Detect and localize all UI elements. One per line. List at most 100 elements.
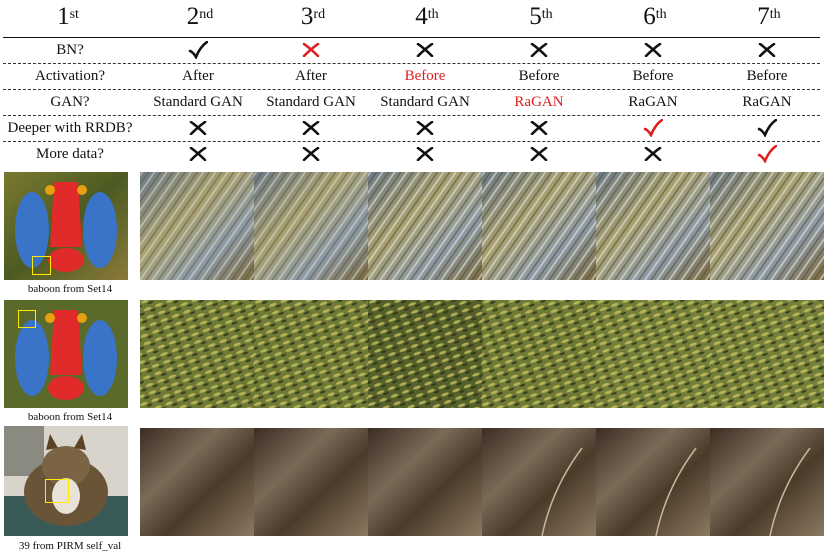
texture xyxy=(710,300,824,408)
cross-icon xyxy=(416,121,434,135)
data-mark-6 xyxy=(595,144,711,164)
texture xyxy=(482,428,596,536)
baboon-thumbnail xyxy=(4,172,128,280)
texture xyxy=(254,300,368,408)
texture xyxy=(368,172,482,280)
cat-thumbnail xyxy=(4,426,128,536)
data-mark-4 xyxy=(367,144,483,164)
row-divider xyxy=(3,89,820,90)
texture xyxy=(368,300,482,408)
column-header-4: 4th xyxy=(415,3,439,30)
bn-mark-3 xyxy=(253,40,369,60)
rrdb-mark-5 xyxy=(481,118,597,138)
zoom-region-box xyxy=(18,310,36,328)
activation-value-5: Before xyxy=(518,68,560,84)
activation-value-7: Before xyxy=(746,68,788,84)
crop-r1-c5 xyxy=(482,172,596,280)
gan-value-3: Standard GAN xyxy=(266,94,356,110)
bn-mark-5 xyxy=(481,40,597,60)
column-header-1: 1st xyxy=(57,3,79,30)
crop-r2-c3 xyxy=(254,300,368,408)
crop-r1-c4 xyxy=(368,172,482,280)
crop-r3-c5 xyxy=(482,428,596,536)
crop-r1-c6 xyxy=(596,172,710,280)
gan-value-7: RaGAN xyxy=(742,94,792,110)
crop-r3-c3 xyxy=(254,428,368,536)
cross-icon xyxy=(302,43,320,57)
crop-r1-c7 xyxy=(710,172,824,280)
texture xyxy=(140,428,254,536)
cross-icon xyxy=(416,147,434,161)
baboon-illustration xyxy=(4,172,128,280)
texture xyxy=(596,300,710,408)
data-mark-7 xyxy=(709,144,825,164)
cross-icon xyxy=(644,147,662,161)
cross-icon xyxy=(530,43,548,57)
row-divider xyxy=(3,141,820,142)
row-divider xyxy=(3,63,820,64)
column-header-6: 6th xyxy=(643,3,667,30)
texture xyxy=(710,172,824,280)
data-mark-2 xyxy=(140,144,256,164)
caption: baboon from Set14 xyxy=(27,283,113,295)
gan-value-5: RaGAN xyxy=(514,94,564,110)
crop-r1-c3 xyxy=(254,172,368,280)
row-label-bn: BN? xyxy=(56,42,84,58)
rrdb-mark-2 xyxy=(140,118,256,138)
texture xyxy=(368,428,482,536)
cross-icon xyxy=(416,43,434,57)
texture xyxy=(710,428,824,536)
row-label-activation: Activation? xyxy=(35,68,105,84)
cross-icon xyxy=(530,121,548,135)
caption: baboon from Set14 xyxy=(27,411,113,423)
check-icon xyxy=(757,145,777,163)
cross-icon xyxy=(530,147,548,161)
crop-r3-c4 xyxy=(368,428,482,536)
activation-value-4: Before xyxy=(404,68,446,84)
row-label-gan: GAN? xyxy=(50,94,90,110)
activation-value-6: Before xyxy=(632,68,674,84)
activation-value-3: After xyxy=(295,68,327,84)
caption: 39 from PIRM self_val xyxy=(18,540,122,552)
crop-r2-c2 xyxy=(140,300,254,408)
cross-icon xyxy=(302,121,320,135)
crop-r1-c2 xyxy=(140,172,254,280)
crop-r2-c7 xyxy=(710,300,824,408)
cross-icon xyxy=(758,43,776,57)
top-rule xyxy=(3,37,820,38)
baboon-illustration xyxy=(4,300,128,408)
baboon-thumbnail xyxy=(4,300,128,408)
bn-mark-4 xyxy=(367,40,483,60)
gan-value-2: Standard GAN xyxy=(153,94,243,110)
activation-value-2: After xyxy=(182,68,214,84)
texture xyxy=(140,172,254,280)
crop-r2-c5 xyxy=(482,300,596,408)
data-mark-3 xyxy=(253,144,369,164)
texture xyxy=(596,428,710,536)
crop-r3-c6 xyxy=(596,428,710,536)
bn-mark-6 xyxy=(595,40,711,60)
rrdb-mark-3 xyxy=(253,118,369,138)
check-icon xyxy=(643,119,663,137)
gan-value-6: RaGAN xyxy=(628,94,678,110)
texture xyxy=(254,428,368,536)
zoom-region-box xyxy=(45,479,69,503)
column-header-2: 2nd xyxy=(186,3,214,30)
cross-icon xyxy=(644,43,662,57)
check-icon xyxy=(757,119,777,137)
row-divider xyxy=(3,115,820,116)
crop-r2-c4 xyxy=(368,300,482,408)
row-label-more-data: More data? xyxy=(36,146,104,162)
cross-icon xyxy=(189,121,207,135)
column-header-5: 5th xyxy=(529,3,553,30)
crop-r3-c7 xyxy=(710,428,824,536)
crop-r3-c2 xyxy=(140,428,254,536)
row-label-rrdb: Deeper with RRDB? xyxy=(7,120,133,136)
rrdb-mark-7 xyxy=(709,118,825,138)
gan-value-4: Standard GAN xyxy=(380,94,470,110)
cat-illustration xyxy=(4,426,128,536)
cross-icon xyxy=(189,147,207,161)
cross-icon xyxy=(302,147,320,161)
crop-r2-c6 xyxy=(596,300,710,408)
texture xyxy=(140,300,254,408)
